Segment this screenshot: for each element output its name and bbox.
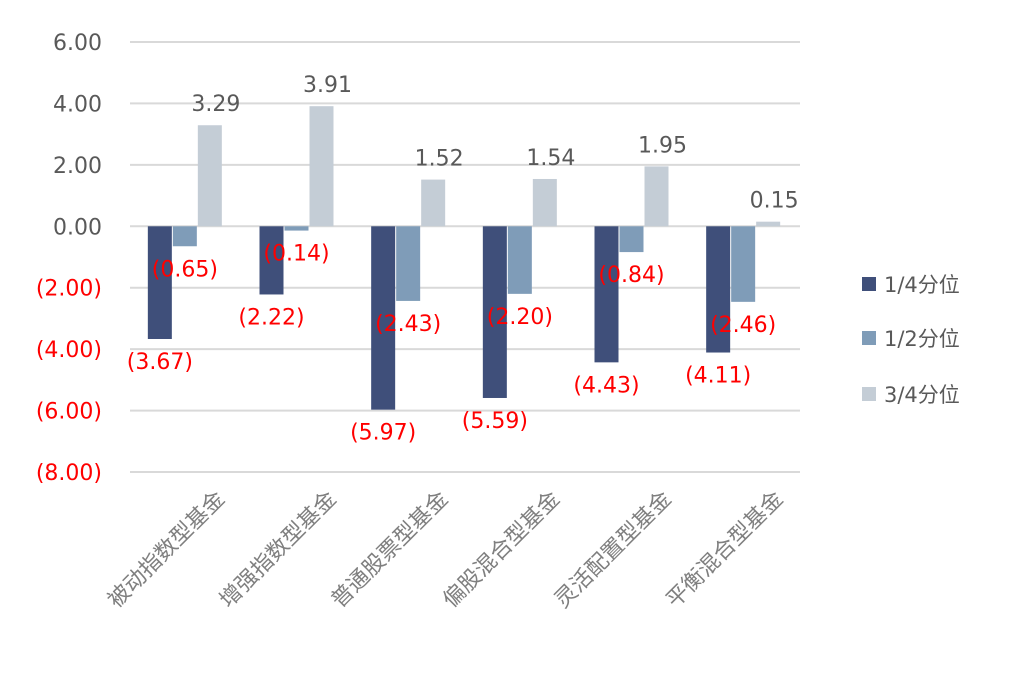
bars xyxy=(147,106,781,410)
data-label: 1.54 xyxy=(526,146,575,171)
bar xyxy=(594,226,619,363)
bar xyxy=(421,179,446,227)
category-label: 平衡混合型基金 xyxy=(662,487,789,614)
y-tick-label: 6.00 xyxy=(53,31,102,56)
bar xyxy=(756,221,781,227)
data-label: (2.43) xyxy=(375,312,441,337)
category-label: 普通股票型基金 xyxy=(327,487,454,614)
legend-label: 1/4分位 xyxy=(884,273,960,297)
bar xyxy=(371,226,396,410)
data-label: (0.65) xyxy=(152,257,218,282)
bar xyxy=(259,226,284,295)
bar xyxy=(644,166,669,227)
bar xyxy=(147,226,172,340)
y-tick-label: 2.00 xyxy=(53,154,102,179)
gridlines xyxy=(130,41,800,473)
data-label: (0.84) xyxy=(598,263,664,288)
legend-label: 3/4分位 xyxy=(884,383,960,407)
data-label: (4.43) xyxy=(573,373,639,398)
data-label: (5.59) xyxy=(462,409,528,434)
y-tick-label: (2.00) xyxy=(36,277,102,302)
bar xyxy=(507,226,532,294)
bar xyxy=(197,125,222,227)
category-label: 增强指数型基金 xyxy=(215,487,342,614)
data-label: 1.95 xyxy=(638,133,687,158)
bar xyxy=(619,226,644,253)
bar xyxy=(482,226,507,398)
category-label: 被动指数型基金 xyxy=(103,487,230,614)
bar xyxy=(706,226,731,353)
y-tick-label: 4.00 xyxy=(53,92,102,117)
data-label: (2.20) xyxy=(487,305,553,330)
bar xyxy=(309,106,334,227)
x-axis-category-labels: 被动指数型基金增强指数型基金普通股票型基金偏股混合型基金灵活配置型基金平衡混合型… xyxy=(103,487,788,614)
y-tick-label: (6.00) xyxy=(36,400,102,425)
category-label: 灵活配置型基金 xyxy=(550,487,677,614)
legend-label: 1/2分位 xyxy=(884,327,960,351)
data-label: (5.97) xyxy=(350,421,416,446)
data-label: 3.29 xyxy=(191,92,240,117)
legend: 1/4分位 1/2分位 3/4分位 xyxy=(862,273,960,407)
data-labels: (3.67) (2.22) (5.97) (5.59) (4.43) (4.11) (0.6… xyxy=(127,73,799,445)
bar xyxy=(284,226,309,231)
category-label: 偏股混合型基金 xyxy=(438,487,565,614)
legend-swatch xyxy=(862,331,876,345)
data-label: 0.15 xyxy=(750,189,799,214)
data-label: (2.46) xyxy=(710,313,776,338)
bar xyxy=(396,226,421,301)
data-label: 3.91 xyxy=(303,73,352,98)
data-label: (3.67) xyxy=(127,350,193,375)
data-label: 1.52 xyxy=(415,147,464,172)
bar xyxy=(172,226,197,247)
bar xyxy=(731,226,756,302)
legend-swatch xyxy=(862,387,876,401)
legend-swatch xyxy=(862,277,876,291)
data-label: (2.22) xyxy=(238,305,304,330)
y-tick-label: (4.00) xyxy=(36,338,102,363)
bar xyxy=(532,178,557,227)
y-tick-label: (8.00) xyxy=(36,461,102,486)
y-axis-tick-labels: 6.00 4.00 2.00 0.00 (2.00) (4.00) (6.00) (8.00) xyxy=(36,31,102,486)
data-label: (0.14) xyxy=(263,242,329,267)
data-label: (4.11) xyxy=(685,364,751,389)
y-tick-label: 0.00 xyxy=(53,215,102,240)
